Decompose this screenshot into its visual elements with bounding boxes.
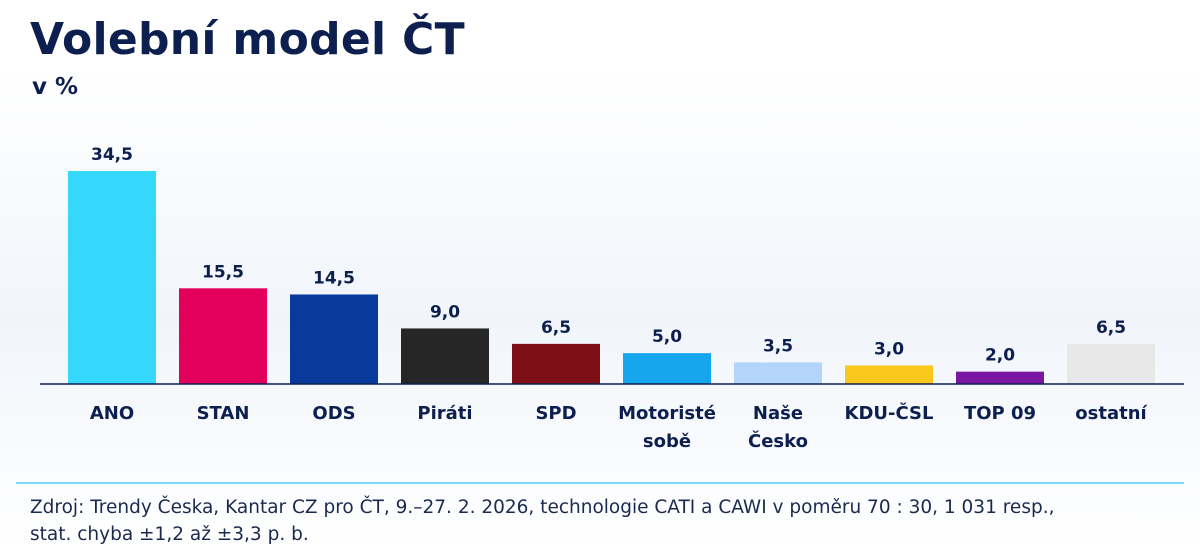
bar-top-09 — [956, 371, 1044, 384]
value-label-kdu-csl: 3,0 — [874, 339, 904, 359]
bar-nase-cesko — [734, 362, 822, 384]
value-label-stan: 15,5 — [202, 262, 244, 282]
chart-title: Volební model ČT — [30, 14, 465, 65]
source-divider — [16, 482, 1184, 484]
value-label-top-09: 2,0 — [985, 346, 1015, 366]
bar-pirati — [401, 328, 489, 384]
labels-group: 34,5 ANO 15,5 STAN 14,5 ODS 9,0 Piráti 6,5 SPD 5,0… — [90, 145, 1148, 452]
bar-chart: 34,5 ANO 15,5 STAN 14,5 ODS 9,0 Piráti 6,5 SPD 5,0… — [40, 145, 1184, 452]
value-label-motoriste-sobe: 5,0 — [652, 327, 682, 347]
category-label-ano: ANO — [90, 403, 134, 424]
bar-motoriste-sobe — [623, 353, 711, 384]
category-label-ostatni: ostatní — [1075, 403, 1147, 424]
category-label-top-09: TOP 09 — [964, 403, 1036, 424]
bar-stan — [179, 288, 267, 384]
chart-subtitle: v % — [32, 74, 79, 100]
bars-group — [68, 171, 1155, 384]
value-label-spd: 6,5 — [541, 318, 571, 338]
source-note: Zdroj: Trendy Česka, Kantar CZ pro ČT, 9… — [30, 494, 1190, 548]
bar-ods — [290, 294, 378, 384]
category-label-nase-cesko: Česko — [748, 430, 808, 452]
bar-spd — [512, 343, 600, 384]
value-label-ods: 14,5 — [313, 268, 355, 288]
value-label-ano: 34,5 — [91, 145, 133, 165]
category-label-stan: STAN — [197, 403, 250, 424]
value-label-ostatni: 6,5 — [1096, 318, 1126, 338]
source-line-1: Zdroj: Trendy Česka, Kantar CZ pro ČT, 9… — [30, 497, 1055, 518]
category-label-nase-cesko: Naše — [753, 403, 803, 424]
category-label-motoriste-sobe: Motoristé — [618, 403, 716, 424]
category-label-ods: ODS — [312, 403, 355, 424]
bar-ano — [68, 171, 156, 384]
value-label-pirati: 9,0 — [430, 302, 460, 322]
category-label-motoriste-sobe: sobě — [643, 431, 691, 452]
category-label-spd: SPD — [535, 403, 576, 424]
source-line-2: stat. chyba ±1,2 až ±3,3 p. b. — [30, 524, 309, 545]
bar-ostatni — [1067, 343, 1155, 384]
value-label-nase-cesko: 3,5 — [763, 336, 793, 356]
bar-kdu-csl — [845, 365, 933, 384]
category-label-pirati: Piráti — [417, 403, 472, 424]
category-label-kdu-csl: KDU-ČSL — [845, 402, 934, 424]
